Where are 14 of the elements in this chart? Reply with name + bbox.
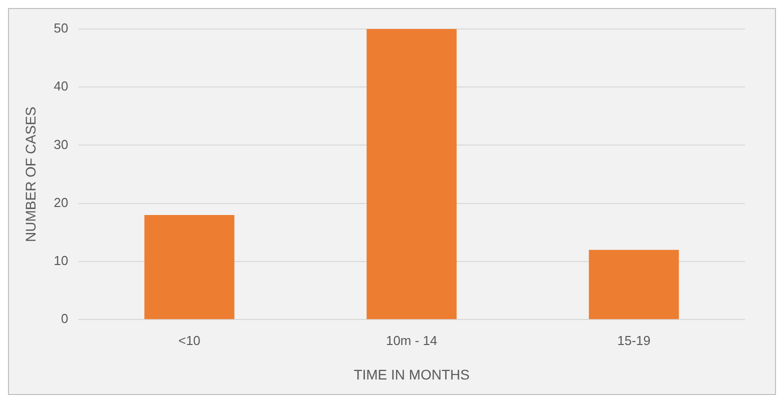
y-tick-label: 50 <box>54 20 68 36</box>
y-tick-label: 20 <box>54 194 68 210</box>
y-tick-label: 40 <box>54 78 68 94</box>
bar <box>588 250 679 320</box>
bar <box>144 214 234 320</box>
x-tick-label: 10m - 14 <box>386 332 438 348</box>
x-tick-label: <10 <box>178 332 200 348</box>
y-axis-title: NUMBER OF CASES <box>22 106 38 242</box>
y-tick-label: 30 <box>54 136 68 152</box>
y-tick-label: 10 <box>54 253 68 268</box>
x-tick-label: 15-19 <box>617 332 650 348</box>
y-tick-label: 0 <box>61 311 68 326</box>
x-axis-title: TIME IN MONTHS <box>354 366 470 382</box>
bar <box>366 29 457 320</box>
